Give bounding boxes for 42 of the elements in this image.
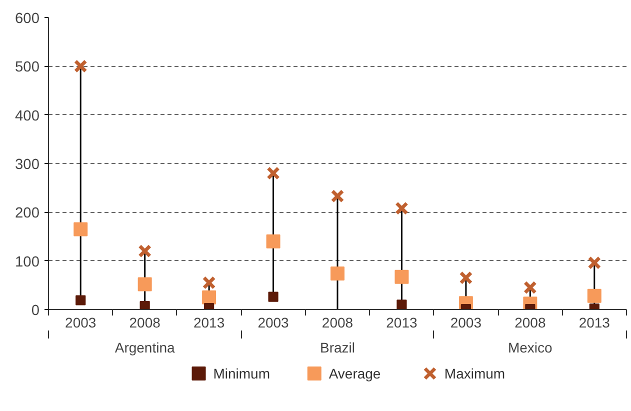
y-tick-label: 600 <box>15 11 40 27</box>
point <box>140 301 150 310</box>
x-tick-label: 2003 <box>450 314 482 330</box>
text: Mexico <box>508 340 553 356</box>
text: Argentina <box>114 340 176 356</box>
y-tick-label: 200 <box>15 206 40 222</box>
point <box>330 266 344 280</box>
point <box>395 202 408 215</box>
point <box>459 271 473 285</box>
y-tick-label: 300 <box>15 157 40 173</box>
legend-label: Minimum <box>213 366 270 382</box>
point <box>268 292 278 302</box>
x-tick-label: 2013 <box>386 314 418 330</box>
point <box>138 244 152 258</box>
point <box>202 276 216 290</box>
point <box>138 277 152 292</box>
point <box>202 290 216 304</box>
x-tick-label: 2013 <box>193 314 225 330</box>
y-tick-label: 500 <box>15 60 40 76</box>
x-tick-label: 2008 <box>322 314 354 330</box>
legend-label: Maximum <box>444 366 506 382</box>
point <box>523 280 537 294</box>
y-tick-label: 100 <box>15 254 40 270</box>
point <box>266 166 280 180</box>
x-tick-label: 2008 <box>129 314 161 330</box>
point <box>394 270 409 284</box>
x-tick-label: 2003 <box>65 314 96 330</box>
legend-label: Average <box>328 366 381 382</box>
x-tick-label: 2003 <box>258 314 290 330</box>
point <box>76 295 86 306</box>
y-tick-label: 0 <box>31 303 40 319</box>
point <box>396 300 407 310</box>
point <box>74 59 88 73</box>
point <box>587 288 602 303</box>
y-tick-label: 400 <box>15 108 40 124</box>
text: Brazil <box>320 340 356 356</box>
point <box>330 189 344 203</box>
point <box>266 234 280 248</box>
x-tick-label: 2008 <box>514 314 546 330</box>
point <box>74 222 88 236</box>
point <box>588 256 602 270</box>
x-tick-label: 2013 <box>578 314 610 330</box>
